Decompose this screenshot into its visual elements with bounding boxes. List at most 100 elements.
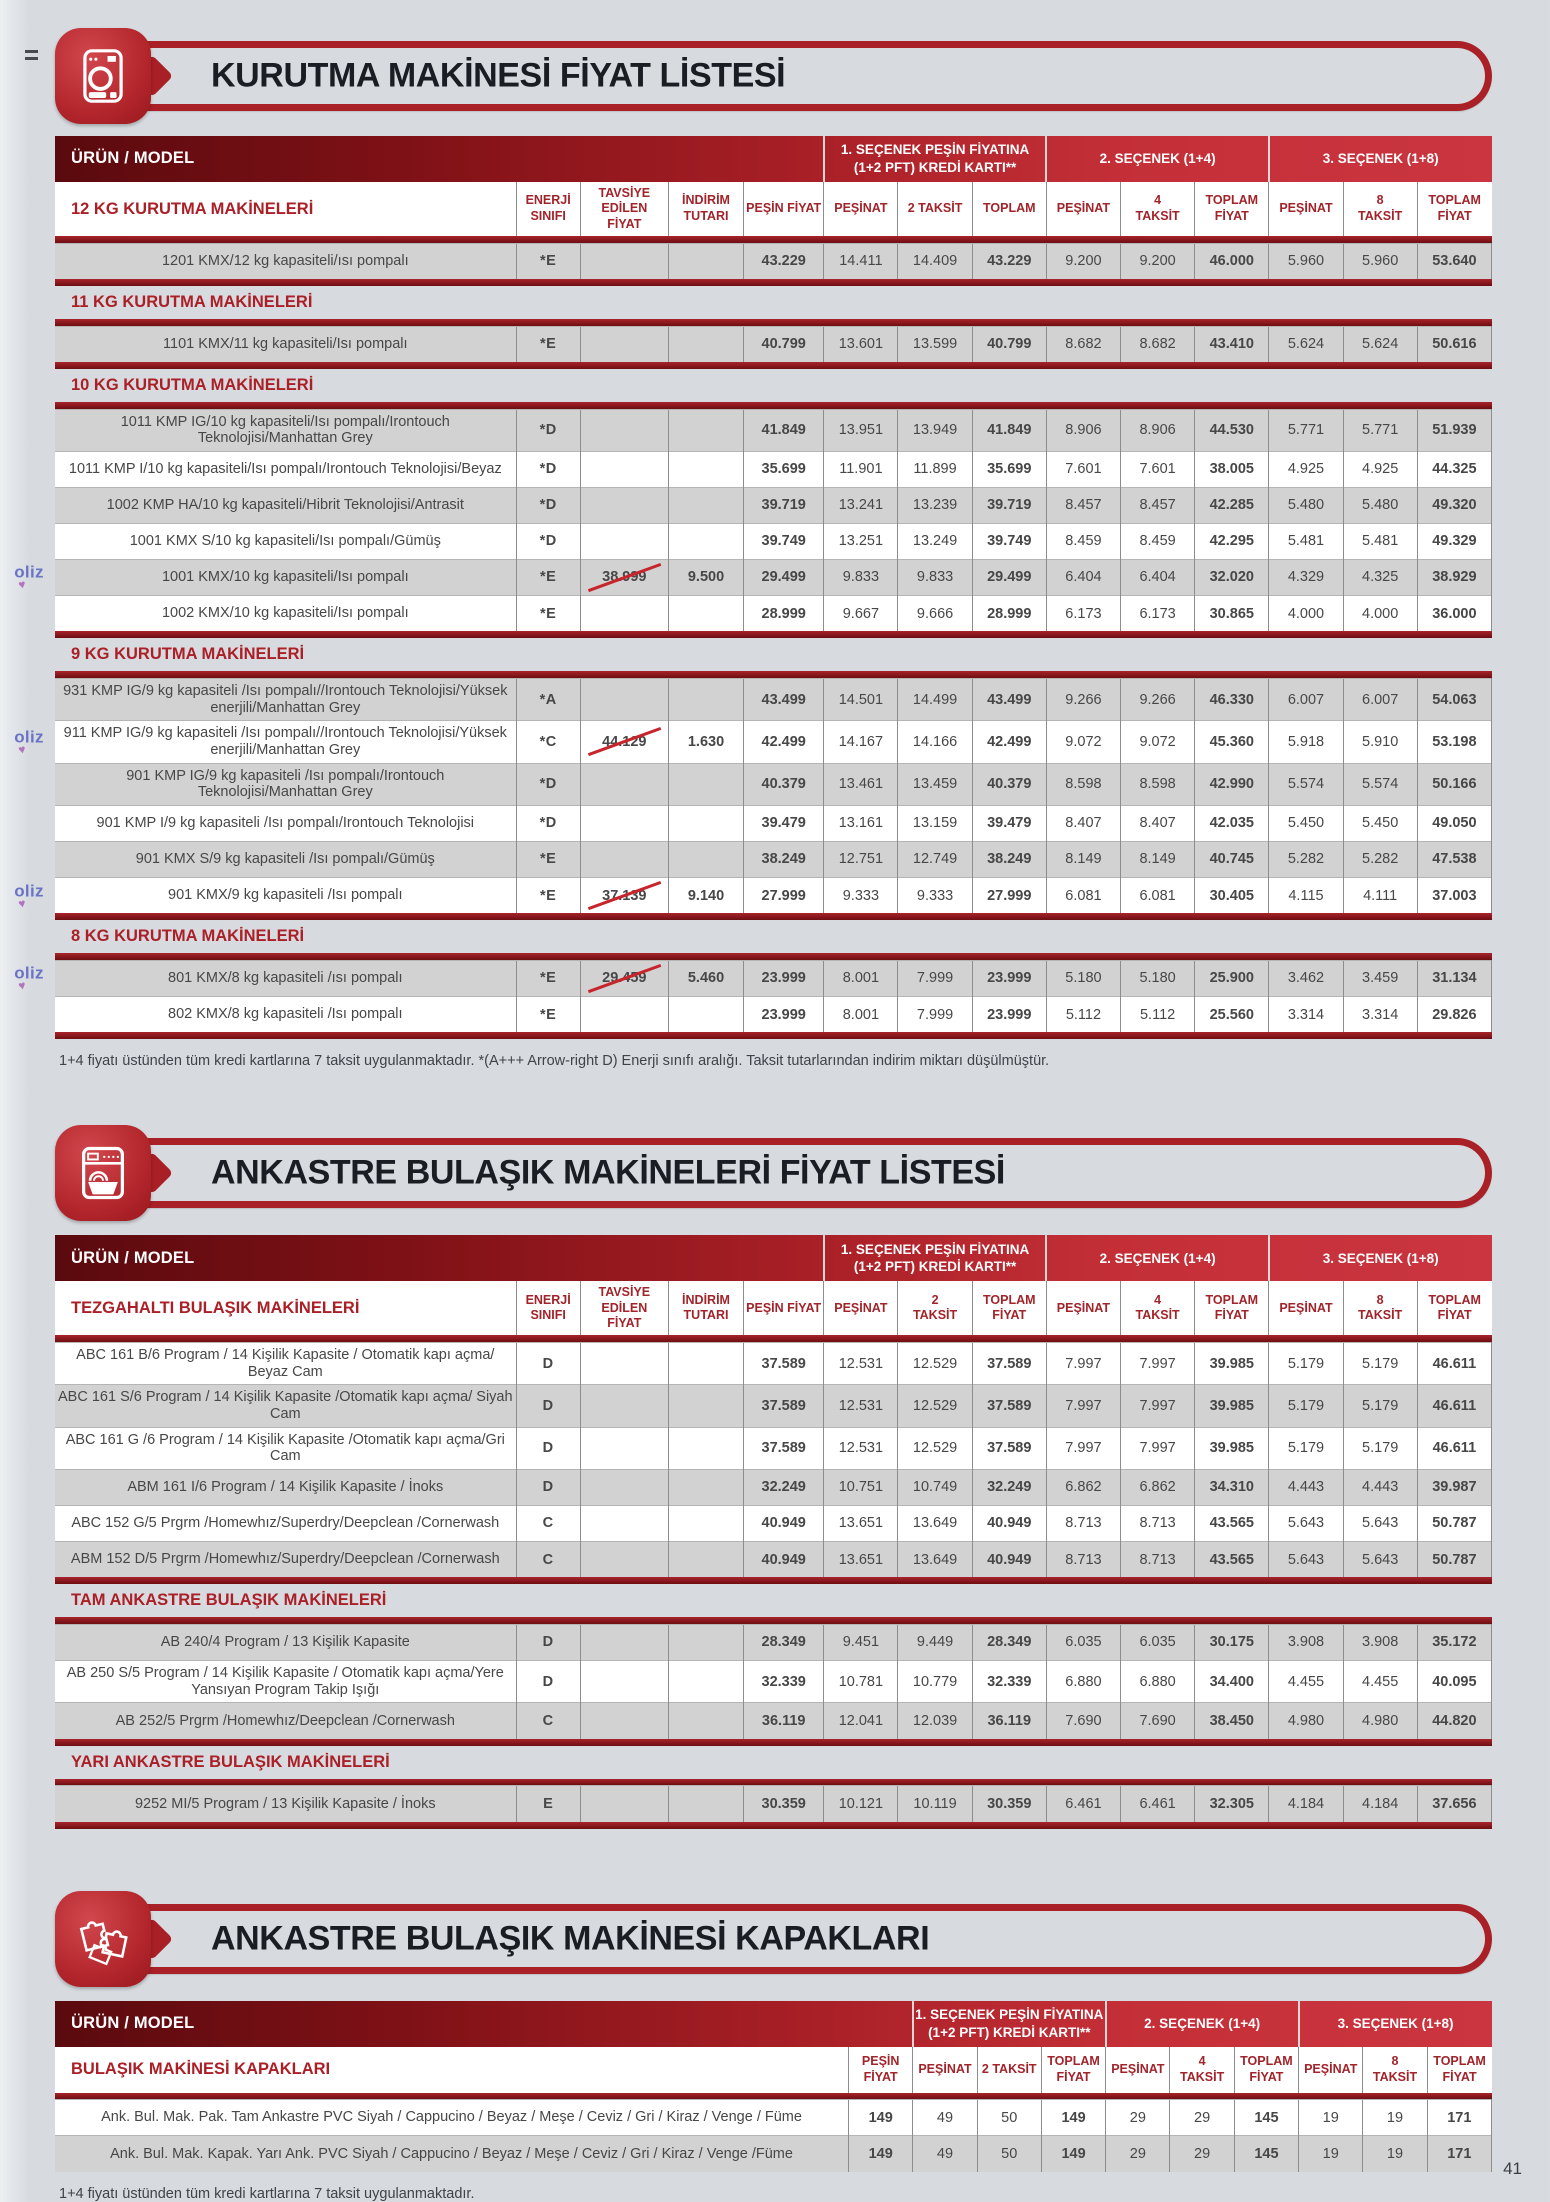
price-cell: [579, 1623, 669, 1661]
thick-divider: [55, 402, 1492, 409]
price-cell: 46.611: [1416, 1426, 1493, 1470]
col-header: İNDİRİM TUTARI: [667, 1281, 744, 1336]
thick-divider: [55, 631, 1492, 639]
price-cell: 37.589: [743, 1384, 824, 1428]
dishwasher-icon: [55, 1125, 151, 1222]
price-cell: 8.457: [1045, 486, 1121, 524]
page-content: KURUTMA MAKİNESİ FİYAT LİSTESİ ÜRÜN / MO…: [0, 28, 1550, 2202]
col-header: PEŞİNAT: [1045, 1281, 1121, 1336]
price-cell: [667, 594, 744, 632]
product-name-cell: 1001 KMX S/10 kg kapasiteli/Isı pompalı/…: [55, 522, 517, 560]
table-row: AB 252/5 Prgrm /Homewhız/Deepclean /Corn…: [55, 1702, 1493, 1739]
price-cell: 5.643: [1268, 1540, 1344, 1578]
price-cell: 51.939: [1416, 408, 1493, 452]
price-cell: 5.910: [1342, 720, 1418, 764]
thick-divider: [55, 671, 1492, 679]
energy-class: *A: [515, 677, 581, 721]
energy-class: *E: [515, 325, 581, 362]
price-cell: 7.601: [1120, 450, 1195, 488]
dryers-section-banner: KURUTMA MAKİNESİ FİYAT LİSTESİ: [55, 28, 1492, 124]
price-cell: 50.787: [1416, 1540, 1493, 1578]
price-cell: 13.461: [823, 762, 898, 806]
column-header-row: BULAŞIK MAKİNESİ KAPAKLARI PEŞİN FİYAT P…: [55, 2046, 1492, 2093]
price-cell: 49: [912, 2135, 978, 2172]
price-cell: 36.119: [743, 1702, 824, 1739]
price-cell: [667, 995, 744, 1033]
price-cell: 8.906: [1045, 408, 1121, 452]
energy-class: C: [515, 1702, 581, 1739]
product-name: AB 240/4 Program / 13 Kişilik Kapasite: [160, 1634, 410, 1651]
price-cell: [667, 804, 744, 842]
price-cell: [667, 762, 744, 806]
product-name-cell: 901 KMP I/9 kg kapasiteli /Isı pompalı/I…: [55, 804, 517, 842]
price-cell: 7.997: [1120, 1384, 1195, 1428]
price-cell: 9.200: [1045, 242, 1121, 279]
price-cell: [667, 1785, 744, 1822]
energy-class: *E: [515, 558, 581, 596]
product-name: ABM 152 D/5 Prgrm /Homewhız/Superdry/Dee…: [70, 1551, 500, 1568]
price-cell: 19: [1298, 2135, 1363, 2172]
energy-class: *E: [515, 594, 581, 632]
table-row: oliz ♥ 901 KMX/9 kg kapasiteli /Isı pompal…: [14, 876, 1493, 914]
price-cell: 7.690: [1120, 1702, 1195, 1739]
price-cell: 6.173: [1120, 594, 1195, 632]
col-header: 2 TAKSİT: [897, 1281, 973, 1336]
price-cell: [667, 325, 744, 362]
price-cell: 19: [1362, 2135, 1428, 2172]
energy-class: D: [515, 1623, 581, 1661]
product-name: 931 KMP IG/9 kg kapasiteli /Isı pompalı/…: [63, 682, 508, 716]
col-header: TOPLAM FİYAT: [1416, 1281, 1492, 1336]
price-cell: 7.997: [1045, 1341, 1121, 1385]
price-cell: 49.050: [1416, 804, 1493, 842]
product-name-cell: oliz ♥ 1001 KMX/10 kg kapasiteli/Isı pompa…: [14, 558, 517, 596]
table-row: 1101 KMX/11 kg kapasiteli/Isı pompalı *E 4…: [55, 325, 1493, 362]
price-cell: 14.166: [897, 720, 973, 764]
price-cell: [667, 1426, 744, 1470]
price-cell: 8.713: [1120, 1540, 1195, 1578]
price-cell: 19: [1298, 2099, 1363, 2136]
price-cell: 7.997: [1120, 1341, 1195, 1385]
price-cell: 4.115: [1268, 876, 1344, 914]
dryer-icon-glyph: [83, 49, 123, 103]
price-cell: 5.179: [1268, 1384, 1344, 1428]
price-cell: 32.339: [971, 1659, 1047, 1703]
price-cell: 32.339: [743, 1659, 824, 1703]
price-cell: 11.899: [897, 450, 973, 488]
price-cell: 46.000: [1194, 242, 1269, 279]
price-cell: 38.249: [971, 840, 1047, 878]
price-cell: [579, 594, 669, 632]
price-cell: 10.749: [897, 1468, 973, 1506]
col-header: PEŞİNAT: [1268, 182, 1344, 236]
dishwashers-price-table: ÜRÜN / MODEL 1. SEÇENEK PEŞİN FİYATINA (…: [55, 1235, 1493, 1829]
price-cell: 28.999: [743, 594, 824, 632]
price-cell: 5.574: [1342, 762, 1418, 806]
price-cell: 149: [1040, 2099, 1106, 2136]
price-cell: 6.081: [1120, 876, 1195, 914]
price-cell: 45.360: [1194, 720, 1269, 764]
product-name: 1002 KMX/10 kg kapasiteli/Isı pompalı: [161, 605, 409, 622]
urun-model-header: ÜRÜN / MODEL: [71, 1248, 195, 1267]
price-cell: [667, 840, 744, 878]
price-cell: 49: [912, 2099, 978, 2136]
price-cell: 8.713: [1045, 1504, 1121, 1542]
oliz-badge: oliz ♥: [6, 965, 52, 994]
product-name-cell: 802 KMX/8 kg kapasiteli /Isı pompalı: [55, 995, 517, 1033]
table-row: ABC 161 G /6 Program / 14 Kişilik Kapasi…: [55, 1426, 1493, 1470]
price-cell: 171: [1426, 2135, 1493, 2172]
section-row-label: 8 KG KURUTMA MAKİNELERİ: [71, 927, 305, 946]
price-cell: 13.239: [897, 486, 973, 524]
price-cell: 34.310: [1194, 1468, 1269, 1506]
table-header-band: ÜRÜN / MODEL 1. SEÇENEK PEŞİN FİYATINA (…: [55, 2000, 1492, 2047]
price-cell: 9.072: [1120, 720, 1195, 764]
price-cell: 7.999: [897, 959, 973, 997]
col-header: PEŞİNAT: [912, 2046, 978, 2093]
price-cell: 38.929: [1416, 558, 1493, 596]
price-cell: 8.001: [823, 959, 898, 997]
col-header: TOPLAM: [971, 182, 1047, 236]
price-cell: 27.999: [743, 876, 824, 914]
price-cell: 23.999: [971, 959, 1047, 997]
section-row-label: BULAŞIK MAKİNESİ KAPAKLARI: [55, 2046, 849, 2093]
price-cell: 5.480: [1268, 486, 1344, 524]
price-cell: 5.480: [1342, 486, 1418, 524]
col-header: PEŞİNAT: [823, 182, 898, 236]
